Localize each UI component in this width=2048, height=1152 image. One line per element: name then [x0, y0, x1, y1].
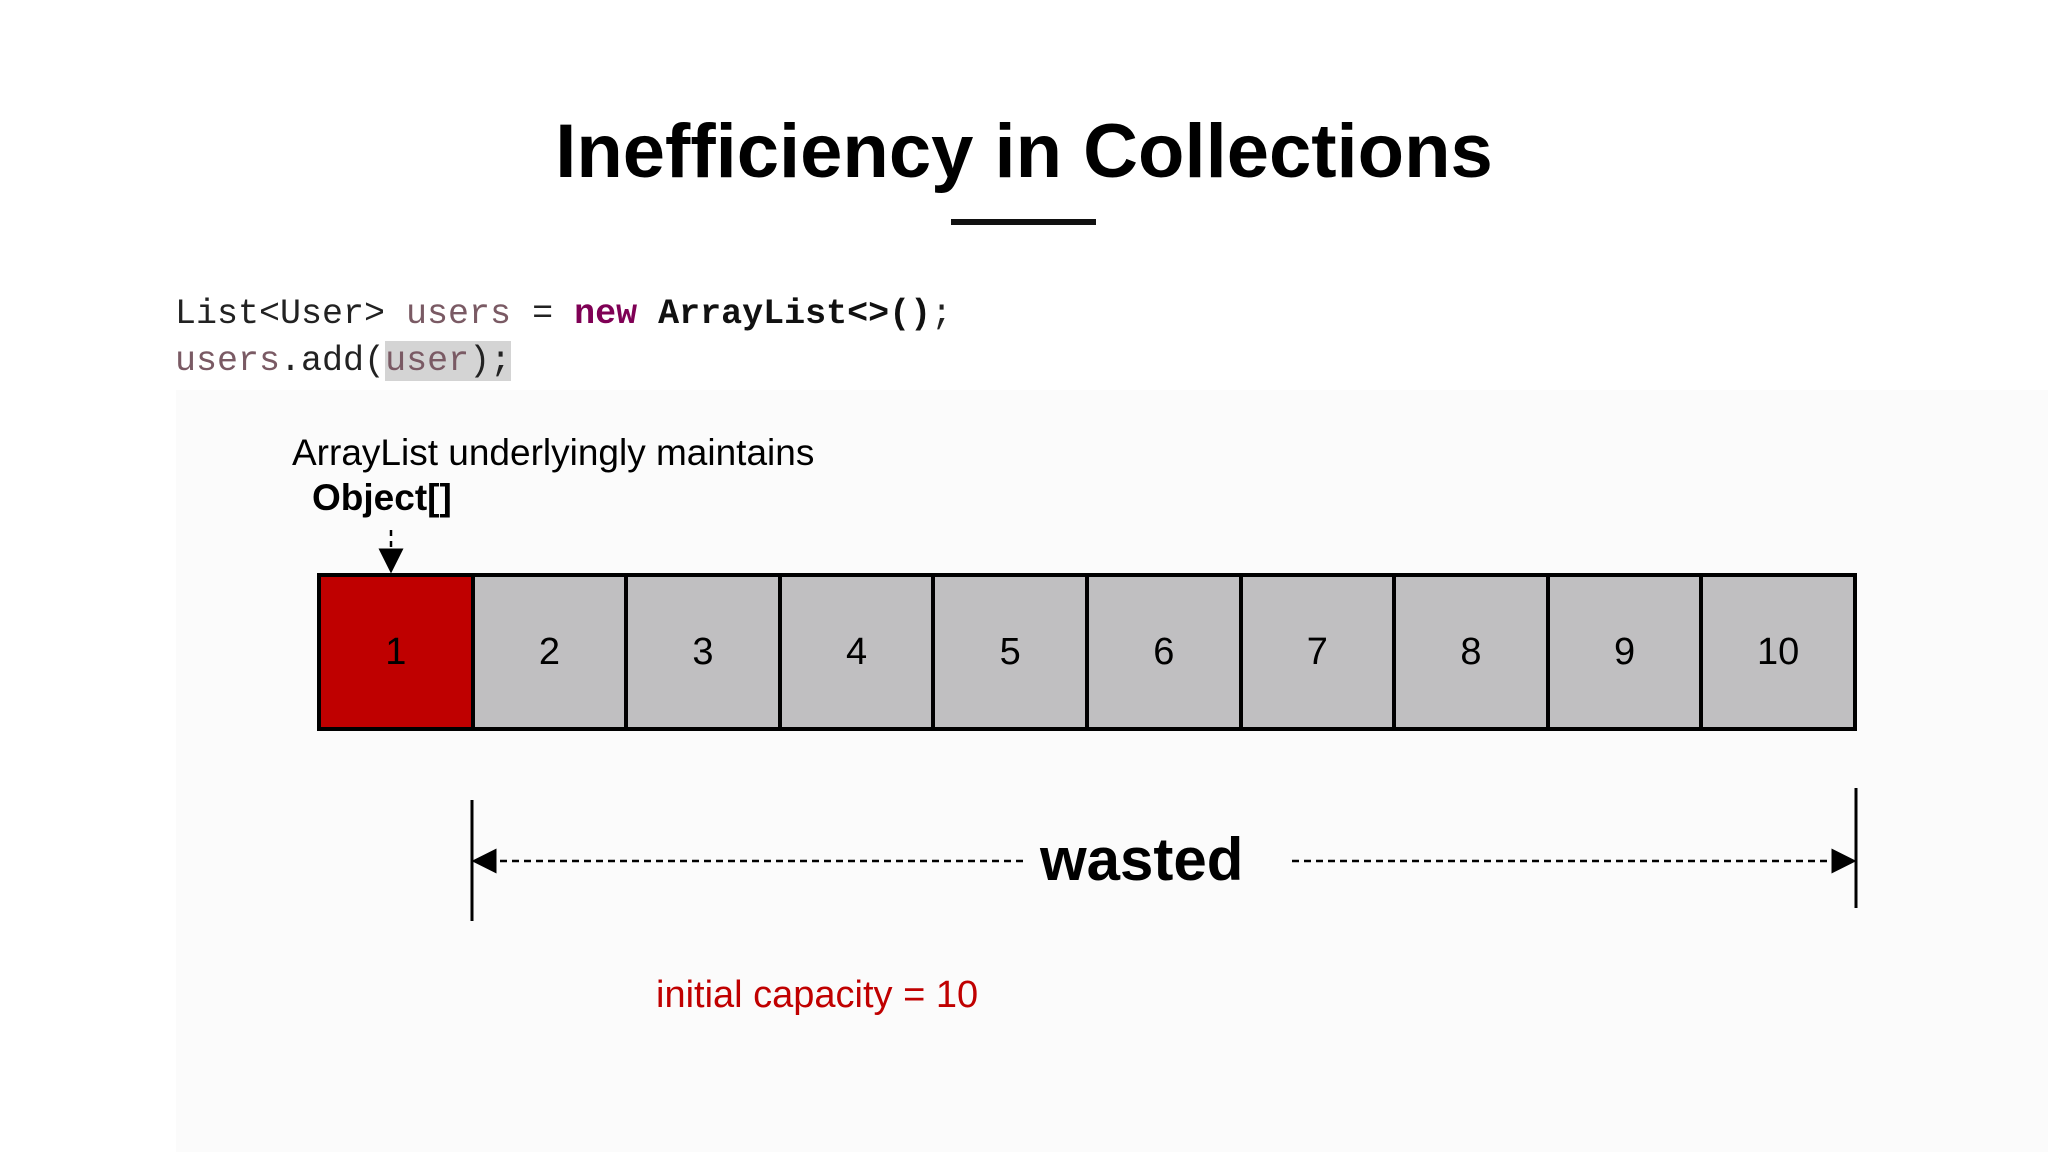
array-cell: 7: [1238, 577, 1393, 727]
code-semicolon: ;: [931, 294, 953, 334]
annotation-text: ArrayList underlyingly maintains: [292, 432, 815, 473]
code-constructor: ArrayList<>(): [637, 294, 932, 334]
slide-title: Inefficiency in Collections: [555, 109, 1493, 194]
array-cell: 6: [1084, 577, 1239, 727]
code-line-2: users.add(user);: [175, 341, 512, 381]
array-cell: 4: [777, 577, 932, 727]
annotation-object-array: Object[]: [312, 477, 452, 518]
array-cell: 10: [1699, 577, 1853, 727]
slide-background-panel: [176, 390, 2048, 1152]
code-line-1: List<User> users = new ArrayList<>();: [175, 294, 952, 334]
wasted-label: wasted: [1040, 826, 1244, 893]
code-type: List<User>: [175, 294, 407, 334]
code-assign: =: [511, 294, 575, 334]
code-end: );: [469, 341, 512, 381]
code-variable: users: [175, 341, 281, 381]
title-underline: [951, 219, 1096, 225]
array-cell: 3: [624, 577, 778, 727]
code-method-call: .add(: [280, 341, 386, 381]
code-keyword-new: new: [574, 294, 638, 334]
code-argument: user: [385, 341, 470, 381]
array-cell: 1: [321, 577, 471, 727]
code-variable: users: [406, 294, 512, 334]
array-cell: 2: [470, 577, 625, 727]
array-cell: 5: [931, 577, 1085, 727]
array-cell: 8: [1392, 577, 1546, 727]
array-cell: 9: [1545, 577, 1700, 727]
initial-capacity-label: initial capacity = 10: [656, 974, 979, 1016]
object-array: 1 2 3 4 5 6 7 8 9 10: [317, 573, 1857, 731]
